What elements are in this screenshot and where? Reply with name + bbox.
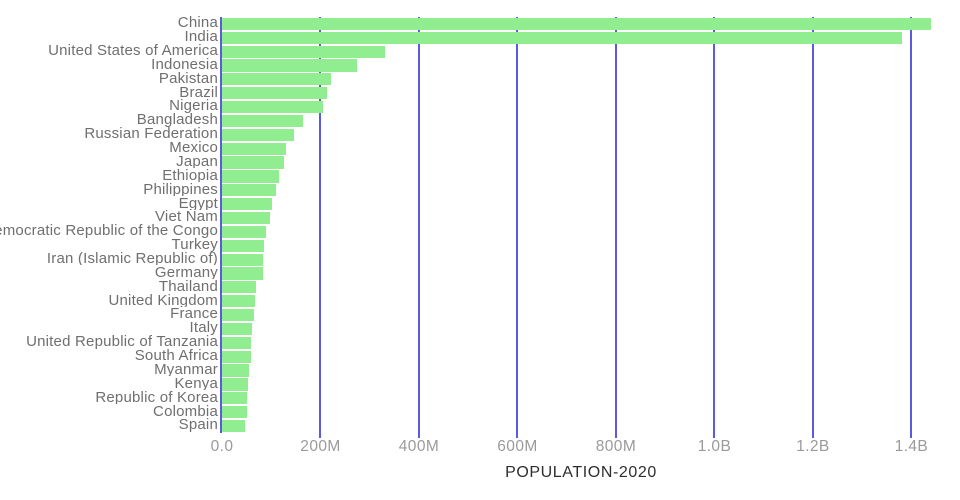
category-label: Republic of Korea bbox=[95, 390, 218, 405]
bar bbox=[222, 406, 248, 419]
category-label: United Kingdom bbox=[108, 293, 218, 307]
category-label: United States of America bbox=[48, 43, 218, 58]
bar bbox=[222, 350, 252, 363]
category-label: United Republic of Tanzania bbox=[26, 334, 218, 349]
bar bbox=[222, 364, 249, 377]
gridline-400M bbox=[417, 17, 420, 438]
bar bbox=[222, 156, 285, 169]
bar bbox=[222, 281, 257, 294]
category-label: Democratic Republic of the Congo bbox=[0, 223, 218, 238]
gridline-800M bbox=[614, 17, 617, 438]
bar bbox=[222, 239, 264, 252]
zero-axis-line bbox=[220, 17, 222, 433]
category-label: Kenya bbox=[174, 376, 218, 391]
bar bbox=[222, 17, 931, 30]
bar bbox=[222, 128, 294, 141]
category-label: Iran (Islamic Republic of) bbox=[46, 251, 218, 266]
bar bbox=[222, 31, 902, 44]
x-tick-label: 1.2B bbox=[796, 438, 830, 455]
bar bbox=[222, 45, 385, 58]
category-label: Viet Nam bbox=[154, 209, 218, 224]
gridline-1.2B bbox=[811, 17, 814, 438]
category-label: France bbox=[170, 307, 218, 321]
category-label: Japan bbox=[176, 154, 218, 169]
bar bbox=[222, 142, 286, 155]
bar bbox=[222, 198, 273, 211]
category-label: Ethiopia bbox=[162, 168, 218, 183]
category-label: Mexico bbox=[169, 140, 218, 155]
x-tick-label: 600M bbox=[497, 438, 538, 455]
category-label: Russian Federation bbox=[84, 126, 218, 141]
bar bbox=[222, 322, 252, 336]
bar bbox=[222, 170, 279, 183]
category-label: Philippines bbox=[143, 182, 218, 197]
category-label: Thailand bbox=[158, 279, 218, 294]
bar bbox=[222, 253, 264, 266]
bar bbox=[222, 225, 267, 238]
x-tick-label: 1.4B bbox=[894, 438, 929, 455]
category-label: Spain bbox=[178, 417, 218, 432]
bar bbox=[222, 114, 304, 128]
x-tick-label: 0.0 bbox=[210, 438, 234, 455]
x-axis-title: POPULATION-2020 bbox=[505, 464, 657, 481]
bar bbox=[222, 378, 249, 391]
category-label: Myanmar bbox=[154, 362, 218, 377]
category-label: Colombia bbox=[153, 404, 218, 418]
gridline-1.4B bbox=[910, 17, 913, 438]
category-label: India bbox=[184, 29, 218, 44]
bar bbox=[222, 184, 277, 197]
category-label: Indonesia bbox=[151, 57, 218, 72]
bar bbox=[222, 419, 246, 433]
gridline-600M bbox=[516, 17, 519, 438]
x-tick-label: 1.0B bbox=[697, 438, 732, 455]
category-label: Nigeria bbox=[169, 99, 218, 113]
bar bbox=[222, 101, 324, 114]
category-label: Turkey bbox=[171, 237, 218, 252]
bar bbox=[222, 309, 255, 322]
bar bbox=[222, 295, 256, 308]
category-label: South Africa bbox=[134, 348, 218, 363]
category-label: China bbox=[177, 15, 218, 30]
category-label: Egypt bbox=[178, 196, 218, 210]
gridline-1.0B bbox=[713, 17, 716, 438]
bar bbox=[222, 392, 248, 405]
gridline-200M bbox=[319, 17, 322, 438]
category-label: Bangladesh bbox=[136, 112, 218, 127]
bar bbox=[222, 87, 327, 100]
bar bbox=[222, 267, 264, 280]
bar bbox=[222, 73, 331, 86]
x-tick-label: 400M bbox=[398, 438, 440, 455]
category-label: Brazil bbox=[179, 85, 218, 99]
bar bbox=[222, 211, 270, 225]
x-tick-label: 800M bbox=[595, 438, 637, 455]
category-label: Germany bbox=[154, 265, 218, 280]
bar bbox=[222, 59, 357, 72]
category-label: Italy bbox=[189, 320, 218, 335]
x-tick-label: 200M bbox=[300, 438, 341, 455]
bar bbox=[222, 336, 252, 349]
category-label: Pakistan bbox=[158, 71, 218, 86]
